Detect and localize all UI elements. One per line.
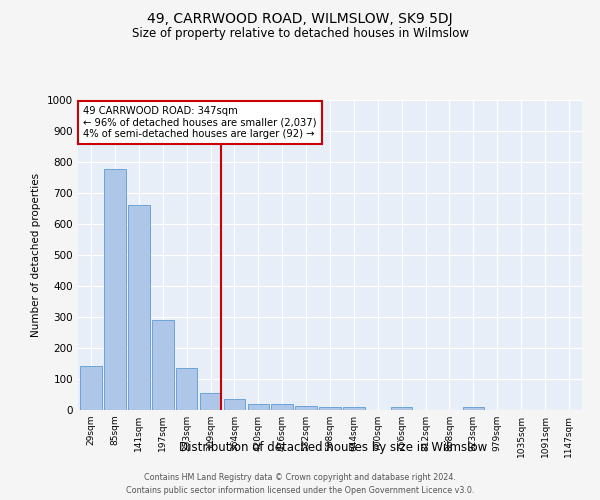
Text: Distribution of detached houses by size in Wilmslow: Distribution of detached houses by size … — [179, 441, 487, 454]
Bar — [295, 406, 317, 410]
Bar — [463, 407, 484, 410]
Bar — [80, 366, 102, 410]
Bar — [176, 368, 197, 410]
Bar — [271, 404, 293, 410]
Bar — [104, 169, 126, 410]
Text: Size of property relative to detached houses in Wilmslow: Size of property relative to detached ho… — [131, 28, 469, 40]
Text: 49, CARRWOOD ROAD, WILMSLOW, SK9 5DJ: 49, CARRWOOD ROAD, WILMSLOW, SK9 5DJ — [147, 12, 453, 26]
Text: Contains HM Land Registry data © Crown copyright and database right 2024.
Contai: Contains HM Land Registry data © Crown c… — [126, 474, 474, 495]
Bar — [200, 393, 221, 410]
Text: 49 CARRWOOD ROAD: 347sqm
← 96% of detached houses are smaller (2,037)
4% of semi: 49 CARRWOOD ROAD: 347sqm ← 96% of detach… — [83, 106, 317, 140]
Y-axis label: Number of detached properties: Number of detached properties — [31, 173, 41, 337]
Bar — [152, 320, 173, 410]
Bar — [248, 404, 269, 410]
Bar — [224, 399, 245, 410]
Bar — [343, 407, 365, 410]
Bar — [128, 206, 149, 410]
Bar — [391, 407, 412, 410]
Bar — [319, 407, 341, 410]
